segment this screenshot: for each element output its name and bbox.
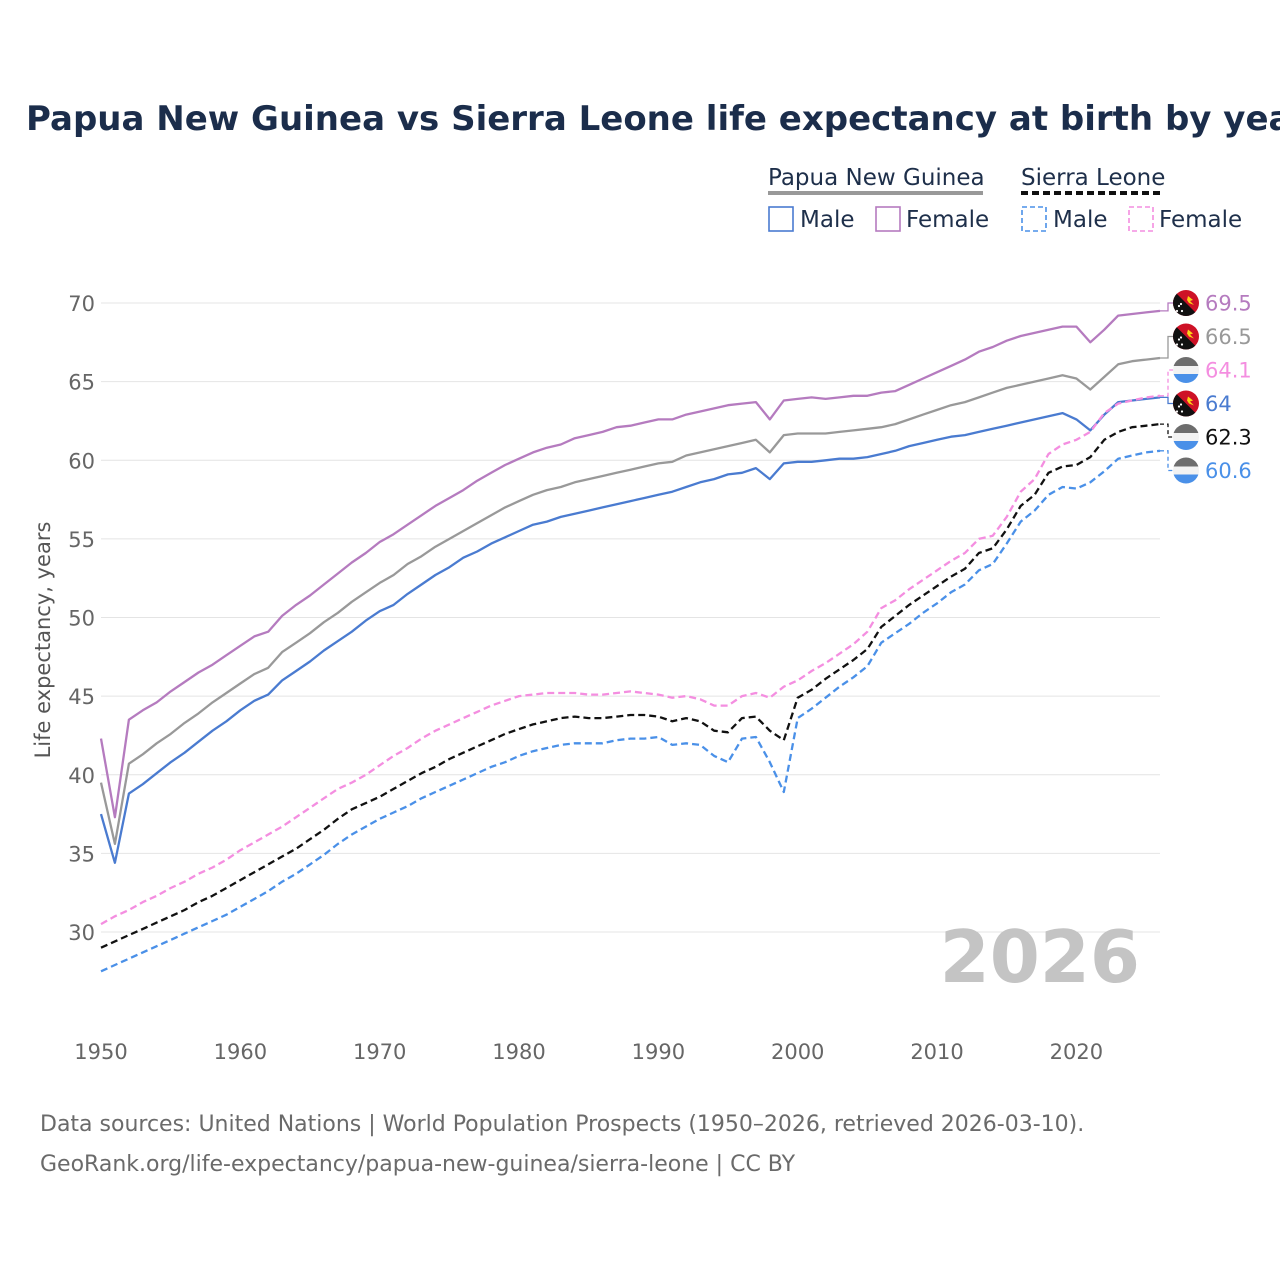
legend-group-title-papua-new-guinea: Papua New Guinea [768,165,985,191]
y-tick-label: 30 [68,921,95,945]
legend-label-png-female: Female [906,207,989,233]
legend-swatch-sl-female [1128,206,1154,232]
y-tick-label: 40 [68,764,95,788]
flag-papua-new-guinea-icon [1173,323,1199,350]
series-line-papua-new-guinea [99,356,1161,846]
series-line-papua-new-guinea-female [99,309,1161,819]
y-tick-label: 35 [68,842,95,866]
end-label-sierra-leone-female: 64.1 [1205,359,1252,383]
end-label-papua-new-guinea: 66.5 [1205,325,1252,349]
end-labels: 69.5 66.5 64.1 64 62.3 60.6 [1160,290,1252,484]
flag-sierra-leone-icon [1173,457,1199,484]
flag-sierra-leone-icon [1173,357,1199,383]
source-line-2: GeoRank.org/life-expectancy/papua-new-gu… [40,1152,796,1177]
x-tick-label: 1990 [632,1040,685,1064]
end-connector [1160,369,1174,397]
legend-label-sl-female: Female [1159,207,1242,233]
chart-title: Papua New Guinea vs Sierra Leone life ex… [26,99,1280,139]
end-label-sierra-leone-male: 60.6 [1205,459,1252,483]
series-line-sierra-leone-male [100,449,1161,973]
end-connector [1160,396,1174,405]
series-line-sierra-leone [100,422,1161,949]
x-tick-label: 2000 [771,1040,824,1064]
legend: Papua New Guinea Male Female Sierra Leon… [768,165,1242,233]
y-tick-label: 70 [68,292,95,316]
series-lines [99,309,1161,973]
y-tick-label: 45 [68,685,95,709]
legend-group-title-sierra-leone: Sierra Leone [1021,165,1165,191]
x-tick-label: 1980 [492,1040,545,1064]
x-tick-label: 2020 [1050,1040,1103,1064]
x-tick-label: 2010 [910,1040,963,1064]
end-label-sierra-leone: 62.3 [1205,426,1252,450]
gridlines [101,302,1160,933]
y-axis-label: Life expectancy, years [31,522,55,759]
end-connector [1160,450,1174,472]
x-tick-label: 1950 [74,1040,127,1064]
y-tick-label: 60 [68,449,95,473]
legend-group-sierra-leone: Sierra Leone Male Female [1021,165,1242,233]
y-axis-ticks: 30 35 40 45 50 55 60 65 70 [68,292,95,945]
x-tick-label: 1970 [353,1040,406,1064]
flag-papua-new-guinea-icon [1173,390,1199,417]
legend-group-papua-new-guinea: Papua New Guinea Male Female [768,165,989,233]
legend-label-sl-male: Male [1053,207,1107,233]
x-axis-ticks: 1950 1960 1970 1980 1990 2000 2010 2020 [74,1040,1103,1064]
series-line-papua-new-guinea-male [99,396,1161,864]
series-line-sierra-leone-female [100,394,1161,926]
year-watermark: 2026 [940,915,1140,999]
y-tick-label: 50 [68,607,95,631]
legend-swatch-png-male [768,206,794,232]
legend-swatch-png-female [875,206,901,232]
flag-papua-new-guinea-icon [1173,290,1199,316]
source-line-1: Data sources: United Nations | World Pop… [40,1112,1084,1137]
y-tick-label: 55 [68,528,95,552]
end-label-papua-new-guinea-male: 64 [1205,392,1232,416]
end-label-papua-new-guinea-female: 69.5 [1205,292,1252,316]
end-connector [1160,423,1174,438]
legend-swatch-sl-male [1021,206,1047,232]
end-connector [1160,335,1174,359]
y-tick-label: 65 [68,371,95,395]
legend-label-png-male: Male [800,207,854,233]
x-tick-label: 1960 [214,1040,267,1064]
flag-sierra-leone-icon [1173,424,1199,450]
end-connector [1160,302,1174,312]
